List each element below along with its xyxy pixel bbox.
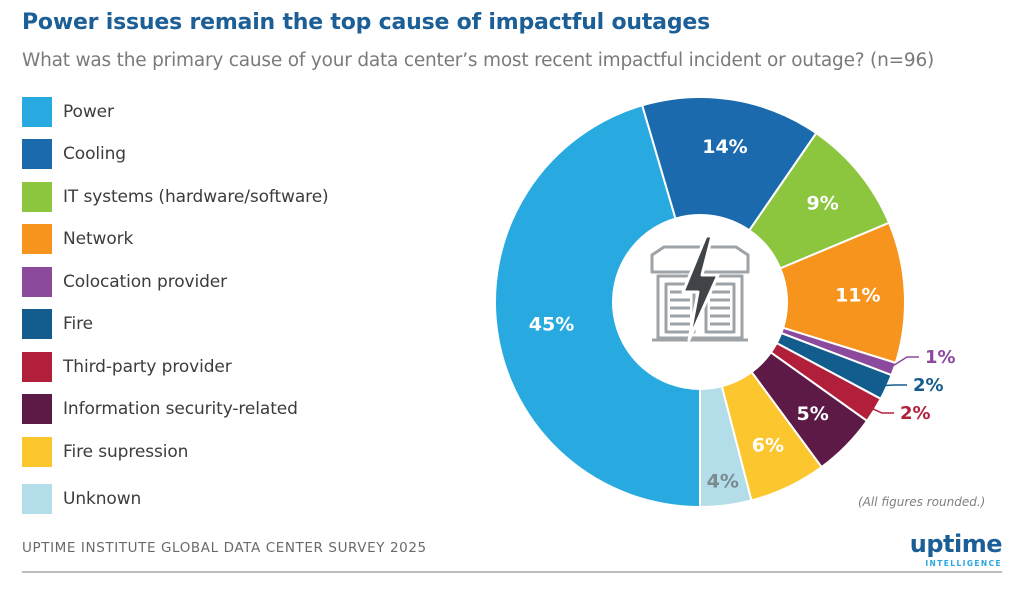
legend-swatch	[22, 139, 52, 169]
slice-label-it-systems-hardware-software: 9%	[806, 192, 838, 214]
slice-label-information-security-related: 5%	[796, 403, 828, 425]
legend-label: Unknown	[63, 489, 142, 509]
slice-fire-supression	[720, 370, 823, 502]
legend-label: Cooling	[63, 144, 126, 164]
slice-label-network: 11%	[835, 284, 880, 306]
legend-swatch	[22, 267, 52, 297]
legend-swatch	[22, 309, 52, 339]
data-center-lightning-icon	[615, 217, 785, 387]
legend-swatch	[22, 437, 52, 467]
legend-label: IT systems (hardware/software)	[63, 187, 329, 207]
legend-label: Information security-related	[63, 399, 298, 419]
legend-swatch	[22, 394, 52, 424]
legend-label: Third-party provider	[63, 357, 232, 377]
legend-swatch	[22, 224, 52, 254]
chart-subtitle: What was the primary cause of your data …	[22, 50, 935, 71]
source-footer: UPTIME INSTITUTE GLOBAL DATA CENTER SURV…	[22, 540, 427, 556]
legend-swatch	[22, 97, 52, 127]
footer-rule	[22, 571, 1002, 573]
legend-swatch	[22, 484, 52, 514]
legend-swatch	[22, 352, 52, 382]
leader-line-colocation-provider	[889, 356, 919, 369]
legend-label: Fire supression	[63, 442, 189, 462]
chart-title: Power issues remain the top cause of imp…	[22, 10, 710, 35]
slice-label-colocation-provider: 1%	[925, 347, 956, 368]
slice-cooling	[641, 96, 818, 232]
legend-label: Colocation provider	[63, 272, 228, 292]
logo-wordmark: uptime	[909, 530, 1003, 558]
leader-line-third-party-provider	[870, 407, 894, 414]
legend-label: Fire	[63, 314, 93, 334]
slice-label-third-party-provider: 2%	[900, 403, 931, 424]
legend-label: Power	[63, 102, 114, 122]
slice-label-cooling: 14%	[702, 136, 747, 158]
logo-subtitle: INTELLIGENCE	[925, 559, 1002, 568]
uptime-logo: uptime INTELLIGENCE	[860, 530, 1006, 570]
slice-label-power: 45%	[529, 313, 574, 335]
slice-label-fire-supression: 6%	[752, 435, 784, 457]
legend-swatch	[22, 182, 52, 212]
legend-label: Network	[63, 229, 134, 249]
rounding-note: (All figures rounded.)	[858, 495, 986, 509]
slice-label-fire: 2%	[913, 375, 944, 396]
slice-power	[494, 104, 701, 509]
slice-label-unknown: 4%	[707, 471, 739, 493]
